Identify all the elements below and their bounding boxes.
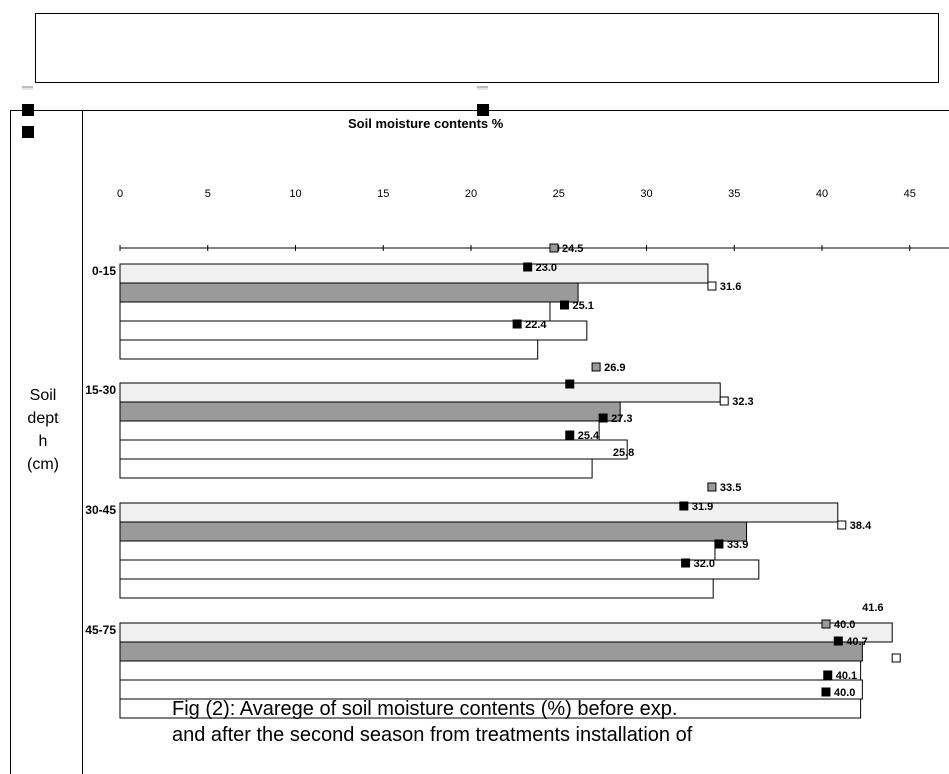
bar (119, 521, 748, 542)
bar (119, 578, 714, 599)
bar (119, 458, 593, 479)
bar (119, 698, 862, 719)
plot-area-left-border (82, 110, 83, 774)
data-label-marker (523, 262, 533, 272)
x-tick-label: 25 (553, 188, 565, 200)
bar (119, 382, 721, 403)
data-label: 41.6 (862, 602, 883, 614)
data-label-marker (591, 362, 601, 372)
data-label: 40.0 (834, 687, 855, 699)
x-tick-label: 40 (816, 188, 828, 200)
legend-marker-black-left-2 (22, 126, 34, 138)
data-label: 40.1 (836, 670, 857, 682)
data-label-marker (821, 619, 831, 629)
bar (119, 282, 579, 303)
data-label: 31.6 (720, 281, 741, 293)
data-label-marker (837, 520, 847, 530)
data-label-marker (707, 482, 717, 492)
y-axis-label-line: (cm) (27, 456, 59, 473)
bar (119, 502, 839, 523)
x-tick-label: 10 (289, 188, 301, 200)
bar (119, 439, 628, 460)
bar (119, 301, 551, 322)
data-label: 32.3 (732, 396, 753, 408)
x-tick-label: 15 (377, 188, 389, 200)
data-label-marker (833, 636, 843, 646)
data-label-marker (714, 539, 724, 549)
data-label: 31.9 (692, 501, 713, 513)
data-label-marker (707, 281, 717, 291)
y-axis-label-line: dept (27, 410, 59, 427)
x-tick-label: 30 (640, 188, 652, 200)
y-axis-label-line: h (38, 433, 48, 450)
data-label: 38.4 (850, 520, 872, 532)
bar (119, 540, 716, 561)
data-label-marker (679, 501, 689, 511)
bar (119, 660, 862, 681)
data-label: 25.4 (578, 430, 600, 442)
x-tick-label: 35 (728, 188, 740, 200)
x-tick-label: 20 (465, 188, 477, 200)
data-label-marker (823, 670, 833, 680)
category-label: 0-15 (92, 264, 116, 278)
y-axis-label-line: Soil (29, 387, 57, 404)
bar (119, 339, 539, 360)
data-label: 33.9 (727, 539, 748, 551)
caption-line-1: Fig (2): Avarege of soil moisture conten… (172, 698, 678, 720)
data-label: 22.4 (525, 319, 547, 331)
chart-title: Soil moisture contents % (348, 116, 504, 131)
bar (119, 263, 709, 284)
data-label-marker (821, 687, 831, 697)
data-label-marker (512, 319, 522, 329)
legend-marker-gray-left (22, 86, 33, 90)
data-label-marker (560, 300, 570, 310)
data-label-marker (891, 653, 901, 663)
data-label: 26.9 (604, 362, 625, 374)
data-label: 32.0 (694, 558, 715, 570)
data-label: 23.0 (536, 262, 557, 274)
data-label: 27.3 (611, 413, 632, 425)
data-label: 33.5 (720, 482, 741, 494)
category-label: 15-30 (85, 383, 116, 397)
bar (119, 559, 760, 580)
category-label: 30-45 (85, 503, 116, 517)
bar (119, 420, 600, 441)
legend-marker-gray-center (477, 86, 488, 90)
data-label-marker (681, 558, 691, 568)
caption-line-2: and after the second season from treatme… (172, 724, 693, 746)
data-label-marker (565, 430, 575, 440)
data-label: 24.5 (562, 243, 583, 255)
x-tick-label: 0 (117, 188, 123, 200)
figure-caption: Fig (2): Avarege of soil moisture conten… (172, 696, 942, 748)
data-label: 40.0 (834, 619, 855, 631)
plot-frame (10, 110, 949, 774)
legend-box (35, 13, 939, 83)
bar (119, 401, 621, 422)
data-label-marker (565, 379, 575, 389)
data-label: 40.7 (846, 636, 867, 648)
bar (119, 622, 893, 643)
data-label: 25.1 (573, 300, 594, 312)
bar (119, 641, 863, 662)
y-axis-label: Soil dept h (cm) (22, 384, 64, 476)
category-label: 45-75 (85, 623, 116, 637)
x-tick-label: 5 (205, 188, 211, 200)
x-tick-label: 45 (904, 188, 916, 200)
data-label: 25.8 (613, 447, 634, 459)
data-label-marker (719, 396, 729, 406)
data-label-marker (549, 243, 559, 253)
data-label-marker (598, 413, 608, 423)
